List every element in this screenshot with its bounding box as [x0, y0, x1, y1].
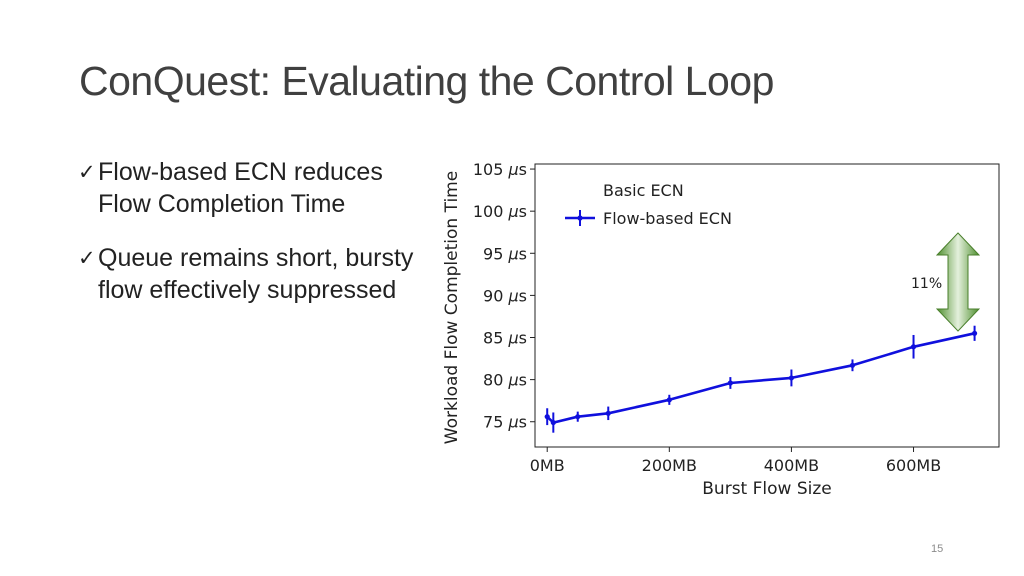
series-line [546, 332, 975, 424]
y-tick-label: 75 μs [483, 413, 527, 432]
y-axis-label: Workload Flow Completion Time [442, 171, 462, 444]
data-point [788, 375, 795, 381]
bullet-list: ✓ Flow-based ECN reduces Flow Completion… [78, 156, 418, 306]
data-point [575, 414, 581, 420]
y-tick-label: 100 μs [473, 202, 527, 221]
legend-marker [577, 215, 583, 221]
fct-line-chart: 75 μs 80 μs 85 μs 90 μs 95 μs 100 μs 105 μs 0MB… [442, 160, 1000, 499]
x-axis-label: Burst Flow Size [702, 479, 831, 499]
plot-frame [534, 163, 1000, 448]
bullet-item: ✓ Flow-based ECN reduces Flow Completion… [78, 156, 418, 220]
x-tick-label: 0MB [530, 456, 565, 475]
x-tick-label: 200MB [642, 456, 697, 475]
page-number: 15 [931, 543, 944, 555]
bullet-item: ✓ Queue remains short, bursty flow effec… [78, 242, 418, 306]
x-tick-label: 600MB [886, 456, 941, 475]
slide-title: ConQuest: Evaluating the Control Loop [79, 58, 774, 104]
y-tick-label: 105 μs [473, 160, 527, 179]
data-point [544, 414, 550, 420]
y-tick-label: 95 μs [483, 244, 527, 263]
data-point [550, 419, 556, 426]
data-point [666, 397, 672, 403]
y-tick-label: 85 μs [483, 329, 527, 348]
data-point [971, 330, 978, 336]
data-point [605, 410, 611, 416]
legend-label: Basic ECN [603, 181, 684, 200]
checkmark-icon: ✓ [78, 160, 96, 184]
legend-label: Flow-based ECN [603, 209, 732, 228]
double-arrow-icon [936, 232, 980, 332]
x-tick-label: 400MB [764, 456, 819, 475]
data-point [727, 380, 733, 386]
checkmark-icon: ✓ [78, 246, 96, 270]
bullet-text: Flow-based ECN reduces Flow Completion T… [98, 158, 383, 218]
data-point [849, 362, 856, 368]
y-tick-label: 80 μs [483, 371, 527, 390]
annotation-label: 11% [911, 276, 942, 292]
bullet-text: Queue remains short, bursty flow effecti… [98, 244, 414, 304]
data-point [910, 344, 917, 350]
y-tick-label: 90 μs [483, 286, 527, 305]
